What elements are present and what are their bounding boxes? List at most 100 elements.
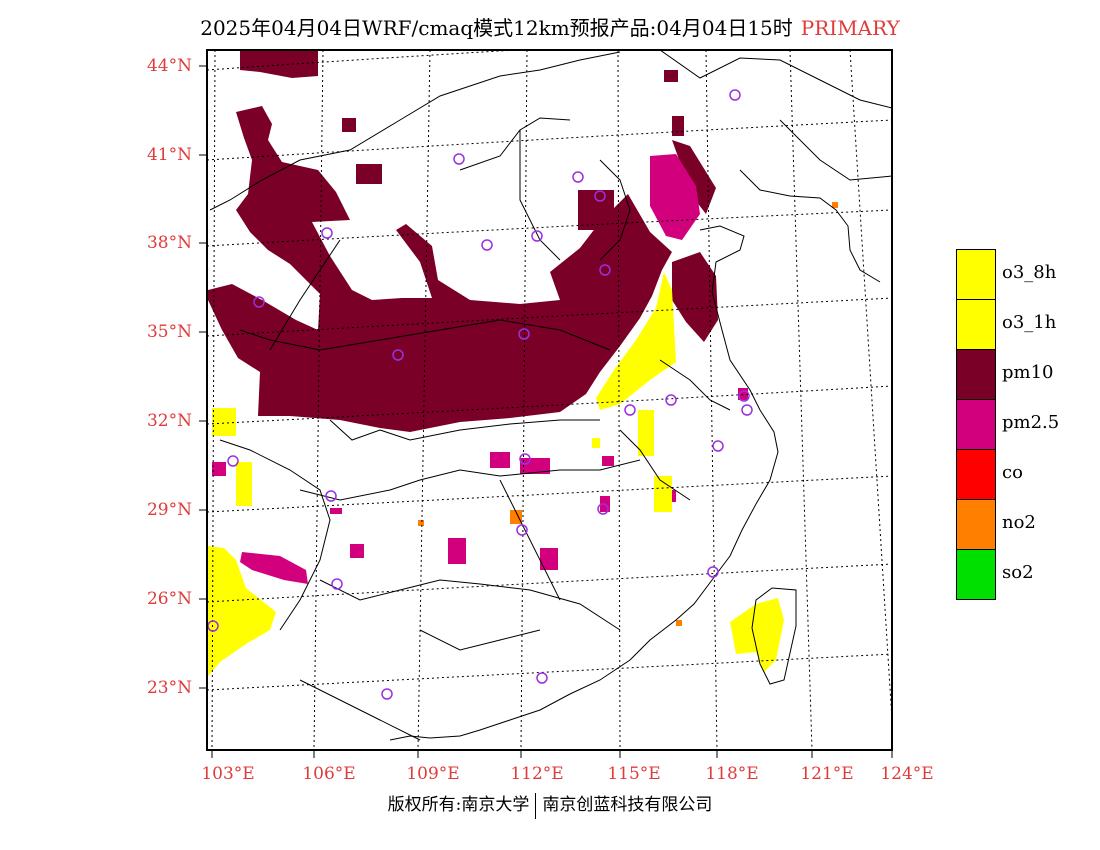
- o3-region-west: [208, 546, 276, 676]
- station-marker: [325, 490, 337, 502]
- lat-label: 44°N: [146, 56, 192, 76]
- boundary-lines: [209, 50, 892, 741]
- legend-swatch: [956, 349, 996, 400]
- station-marker: [392, 349, 404, 361]
- pm10-patch: [342, 118, 356, 132]
- station-marker: [531, 230, 543, 242]
- title-tag: PRIMARY: [800, 16, 900, 40]
- lat-label: 29°N: [146, 500, 192, 520]
- lon-label: 112°E: [510, 764, 564, 784]
- legend-label: no2: [1002, 512, 1036, 533]
- lat-label: 35°N: [146, 322, 192, 342]
- lon-label: 118°E: [705, 764, 759, 784]
- lat-label: 41°N: [146, 145, 192, 165]
- station-marker: [741, 404, 753, 416]
- o3-region-central: [596, 272, 676, 410]
- pm10-region-north: [240, 50, 318, 78]
- legend-swatch: [956, 499, 996, 550]
- pm25-patch: [738, 388, 748, 400]
- pm25-patch: [350, 544, 364, 558]
- o3-region-taiwan: [730, 598, 784, 672]
- pm10-patch: [578, 190, 614, 230]
- station-marker: [665, 394, 677, 406]
- station-marker: [331, 578, 343, 590]
- no2-patch: [510, 510, 522, 524]
- station-marker: [516, 524, 528, 536]
- map-frame: [206, 49, 893, 751]
- legend-swatch: [956, 249, 996, 300]
- legend-swatch: [956, 399, 996, 450]
- station-marker: [518, 328, 530, 340]
- footer-left: 版权所有:南京大学: [387, 795, 530, 815]
- legend-swatch: [956, 549, 996, 600]
- lon-label: 109°E: [406, 764, 460, 784]
- station-marker: [381, 688, 393, 700]
- station-marker: [597, 503, 609, 515]
- station-marker: [453, 153, 465, 165]
- station-markers: [207, 89, 753, 700]
- lat-label: 23°N: [146, 678, 192, 698]
- no2-patch: [418, 520, 424, 526]
- pm25-patch: [448, 538, 466, 564]
- pm10-region-east: [672, 252, 718, 342]
- lat-label: 26°N: [146, 589, 192, 609]
- o3-patch: [212, 408, 236, 436]
- graticule: [207, 50, 892, 750]
- map-area: [207, 50, 892, 750]
- legend-swatch: [956, 299, 996, 350]
- legend-label: co: [1002, 462, 1023, 483]
- pm10-region-main: [208, 106, 672, 432]
- lat-label: 38°N: [146, 233, 192, 253]
- axis-ticks: [199, 65, 893, 758]
- lat-label: 32°N: [146, 411, 192, 431]
- legend-label: o3_8h: [1002, 262, 1057, 283]
- o3-patch: [236, 462, 252, 506]
- lon-label: 121°E: [800, 764, 854, 784]
- map-title: 2025年04月04日WRF/cmaq模式12km预报产品:04月04日15时 P…: [0, 12, 1100, 41]
- legend-swatch: [956, 449, 996, 500]
- station-marker: [321, 227, 333, 239]
- pm25-region-yunnan: [240, 552, 308, 584]
- legend-label: pm2.5: [1002, 412, 1060, 433]
- pm10-patch: [664, 70, 678, 82]
- station-marker: [227, 455, 239, 467]
- legend-label: so2: [1002, 562, 1034, 583]
- footer-right: 南京创蓝科技有限公司: [542, 795, 713, 815]
- pm25-patch: [520, 458, 550, 474]
- lon-label: 106°E: [302, 764, 356, 784]
- title-main: 2025年04月04日WRF/cmaq模式12km预报产品:04月04日15时: [200, 16, 793, 40]
- station-marker: [519, 453, 531, 465]
- station-marker: [624, 404, 636, 416]
- station-marker: [729, 89, 741, 101]
- lon-label: 103°E: [201, 764, 255, 784]
- station-marker: [712, 440, 724, 452]
- station-marker: [594, 190, 606, 202]
- legend-label: pm10: [1002, 362, 1054, 383]
- station-marker: [536, 672, 548, 684]
- pm25-patch: [212, 462, 226, 476]
- no2-patch: [832, 202, 838, 208]
- pm25-region-beijing: [650, 154, 700, 240]
- o3-patch: [592, 438, 600, 448]
- o3-patch: [638, 410, 654, 456]
- pm25-patch: [330, 508, 342, 514]
- pm10-region-hebei: [672, 140, 716, 214]
- station-marker: [253, 296, 265, 308]
- pm25-patch: [602, 456, 614, 466]
- lon-label: 124°E: [880, 764, 934, 784]
- footer: 版权所有:南京大学 南京创蓝科技有限公司: [0, 790, 1100, 819]
- legend-label: o3_1h: [1002, 312, 1057, 333]
- pm25-patch: [490, 452, 510, 468]
- station-marker: [572, 171, 584, 183]
- pm25-patch: [540, 548, 558, 570]
- station-marker: [707, 566, 719, 578]
- station-marker: [599, 264, 611, 276]
- station-marker: [738, 390, 750, 402]
- footer-separator: [535, 792, 537, 819]
- pm10-patch: [672, 116, 684, 136]
- station-marker: [481, 239, 493, 251]
- no2-patch: [676, 620, 682, 626]
- lon-label: 115°E: [607, 764, 661, 784]
- pm10-patch: [356, 164, 382, 184]
